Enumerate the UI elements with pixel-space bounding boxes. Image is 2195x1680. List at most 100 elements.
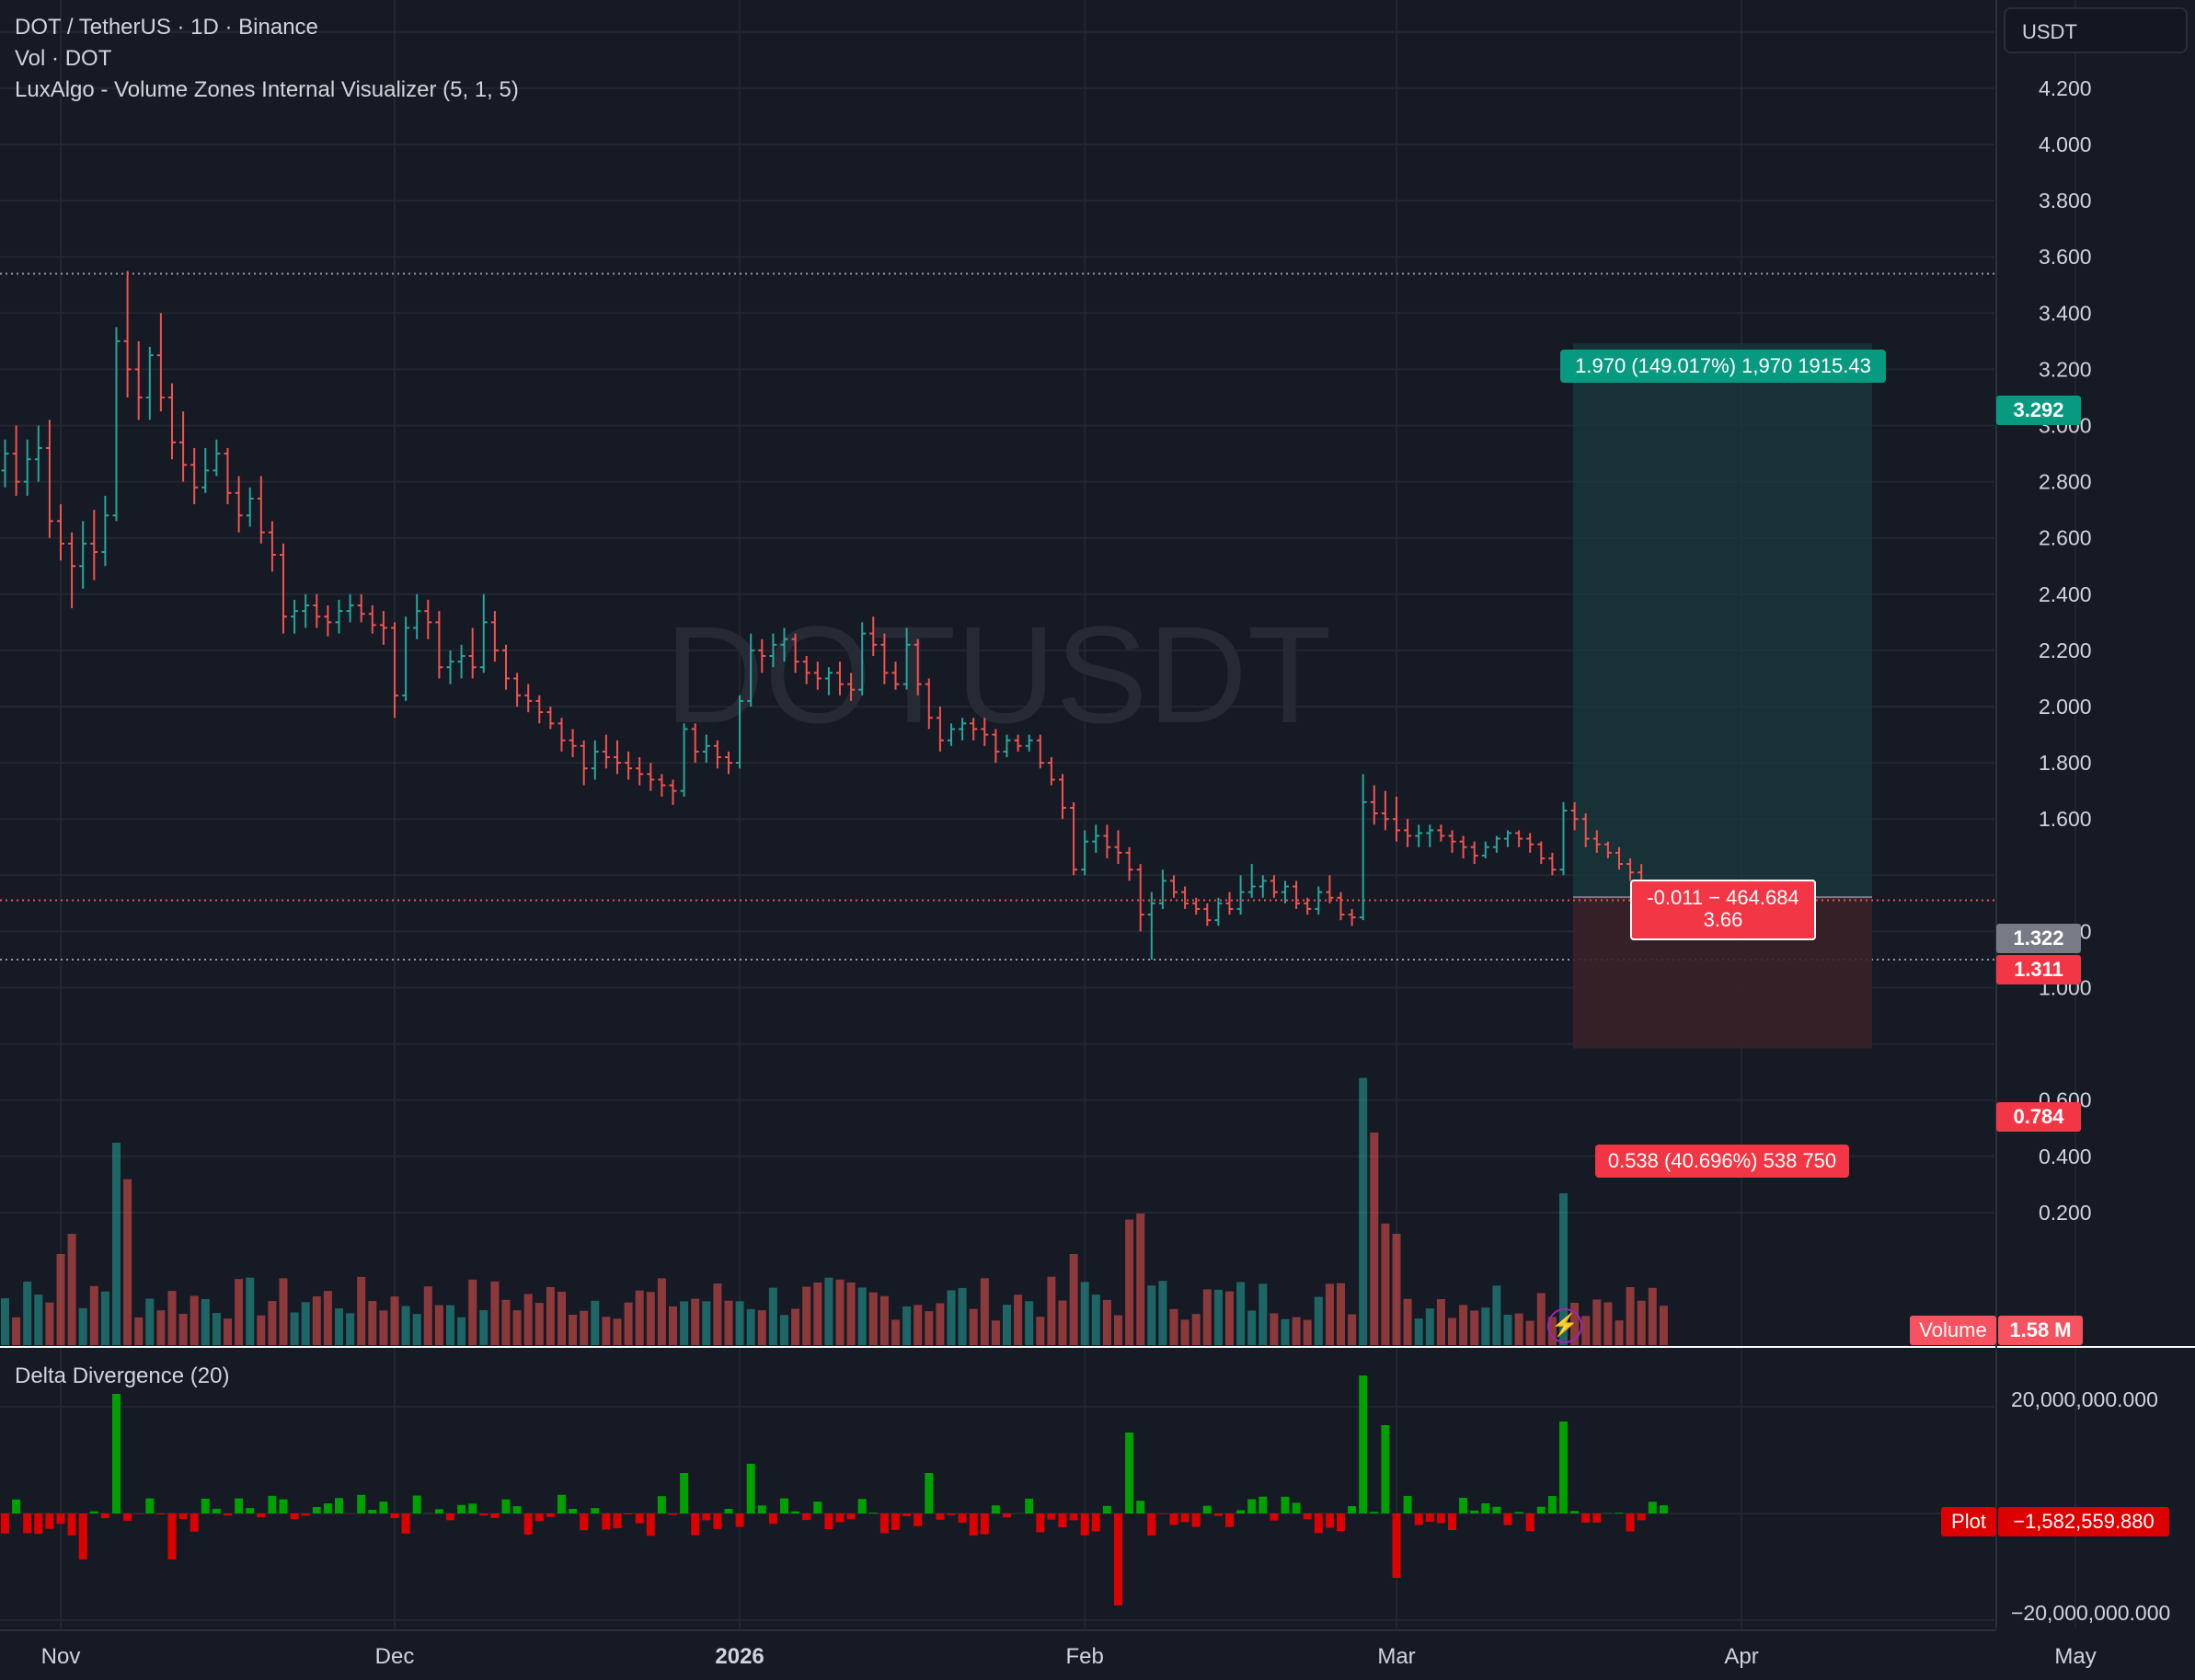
volume-bar [824,1277,833,1345]
delta-bar [457,1504,466,1513]
price-bars [1,270,1668,960]
delta-bar [1125,1433,1134,1513]
volume-bar [212,1313,221,1345]
symbol-legend[interactable]: DOT / TetherUS · 1D · Binance [15,15,318,40]
ohlc-bar [213,439,221,477]
ohlc-bar [1103,824,1111,858]
ohlc-bar [101,495,109,567]
delta-bar [879,1513,889,1534]
delta-bar [1525,1513,1534,1532]
ohlc-bar [847,673,856,701]
indicator-legend[interactable]: LuxAlgo - Volume Zones Internal Visualiz… [15,77,519,102]
volume-bar [1202,1289,1212,1345]
delta-bar [1414,1513,1423,1525]
delta-bar [290,1513,299,1520]
ohlc-bar [813,662,822,690]
ohlc-bar [713,740,721,769]
ohlc-bar [1070,801,1078,876]
volume-bar [1481,1307,1490,1345]
price-axis-label: 1.800 [2039,751,2092,775]
delta-bar [846,1513,856,1520]
volume-bar [691,1298,700,1345]
delta-divergence-legend[interactable]: Delta Divergence (20) [15,1364,230,1388]
delta-bar [724,1509,733,1513]
volume-bar [580,1310,589,1345]
delta-bar [1158,1513,1167,1514]
price-axis-label: 0.400 [2039,1145,2092,1168]
target-label[interactable]: 1.970 (149.017%) 1,970 1915.43 [1560,350,1886,383]
delta-bar [12,1499,21,1513]
target-price-tag: 3.292 [1996,396,2081,425]
ohlc-bar [457,644,465,679]
delta-bar [224,1513,232,1516]
volume-bar [702,1301,711,1345]
ohlc-bar [780,627,788,662]
volume-bar [991,1320,1000,1345]
volume-bar [713,1283,722,1345]
delta-bar [1091,1513,1100,1532]
volume-bar [1003,1305,1011,1345]
ohlc-bar [1492,835,1500,853]
price-axis-label: 3.200 [2039,357,2092,381]
delta-bar [45,1513,54,1529]
ohlc-bar [413,593,421,639]
volume-bar [1114,1315,1122,1345]
ohlc-bar [948,723,955,746]
volume-bar [846,1282,856,1345]
volume-bar [1191,1314,1201,1345]
time-axis-label: Nov [41,1644,81,1669]
volume-bar [557,1292,566,1345]
delta-bar [1592,1513,1602,1523]
delta-bar [991,1505,1000,1513]
stop-label[interactable]: 0.538 (40.696%) 538 750 [1595,1145,1849,1178]
delta-bar [1559,1421,1568,1513]
ohlc-bar [1293,880,1301,909]
volume-legend[interactable]: Vol · DOT [15,46,112,71]
ohlc-bar [1225,892,1234,915]
volume-bar [323,1291,332,1345]
volume-bar [1359,1077,1368,1345]
delta-bar [947,1513,956,1515]
delta-bar [212,1508,221,1513]
currency-selector[interactable]: USDT [2004,7,2188,53]
delta-bar [78,1513,87,1559]
volume-bar [768,1287,777,1345]
delta-bar [1047,1513,1056,1520]
ohlc-bar [57,504,64,561]
delta-bar [1514,1512,1523,1513]
pnl-label[interactable]: -0.011 − 464.684 3.66 [1630,880,1816,940]
ohlc-bar [324,605,332,637]
delta-bar [914,1513,923,1526]
delta-bar [512,1506,522,1513]
delta-bar [1481,1502,1490,1513]
volume-bar [1626,1286,1635,1345]
price-axis-label: 2.200 [2039,639,2092,662]
volume-bar [156,1310,166,1345]
ohlc-bar [1014,734,1022,752]
ohlc-bar [1114,830,1122,865]
volume-bar [1047,1276,1056,1345]
volume-bar [1637,1300,1646,1345]
volume-bar [1648,1287,1657,1345]
ohlc-bar [580,740,588,786]
ohlc-bar [1025,734,1033,752]
time-axis-label: Feb [1066,1644,1104,1669]
lightning-icon[interactable]: ⚡ [1547,1308,1582,1343]
ohlc-bar [335,599,343,634]
volume-bar [1325,1283,1334,1345]
volume-bar [613,1318,622,1345]
ohlc-bar [791,633,799,673]
delta-bar [546,1513,555,1517]
ohlc-bar [435,611,443,679]
volume-bar [791,1308,800,1345]
ohlc-bar [1393,796,1400,842]
volume-bar [936,1303,945,1345]
ohlc-bar [1481,841,1489,858]
ohlc-bar [747,633,755,707]
watermark: DOTUSDT [665,597,1332,752]
delta-bar [1147,1513,1156,1536]
volume-bar [947,1290,956,1345]
delta-bar [802,1513,811,1521]
volume-bar [512,1310,522,1345]
